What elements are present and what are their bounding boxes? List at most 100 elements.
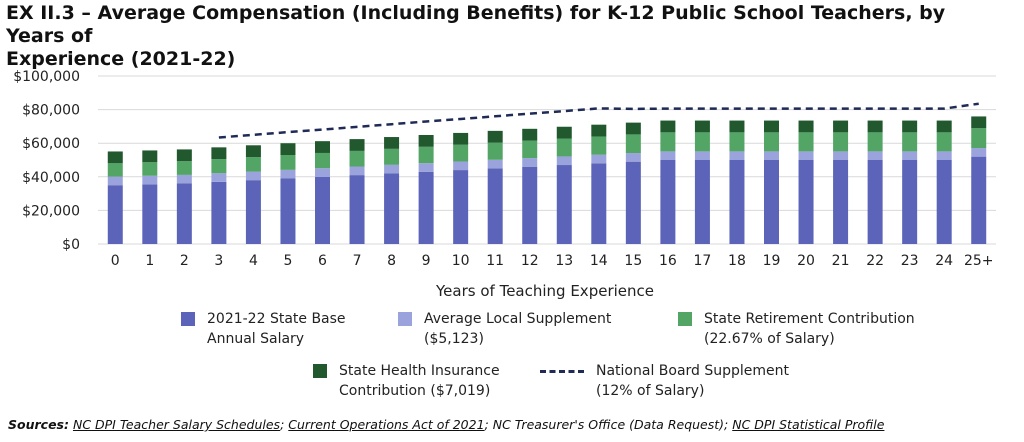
bar-segment-retirement bbox=[349, 150, 365, 167]
bar-segment-base-salary bbox=[556, 165, 572, 244]
bar-segment-retirement bbox=[522, 140, 538, 159]
bar-segment-local-supplement bbox=[798, 151, 814, 160]
bar-segment-local-supplement bbox=[867, 151, 883, 160]
bar-segment-health-insurance bbox=[798, 120, 814, 133]
bar-segment-local-supplement bbox=[902, 151, 918, 160]
bar-stack bbox=[798, 120, 814, 244]
bar-segment-health-insurance bbox=[176, 149, 192, 162]
bar-segment-local-supplement bbox=[211, 173, 227, 182]
bar-segment-retirement bbox=[107, 163, 123, 177]
y-tick-label: $80,000 bbox=[22, 103, 80, 119]
y-tick-label: $0 bbox=[62, 237, 80, 253]
bar-segment-base-salary bbox=[867, 160, 883, 244]
bar-segment-health-insurance bbox=[384, 137, 400, 149]
chart-title-line2: Experience (2021-22) bbox=[6, 48, 236, 70]
x-tick-label: 22 bbox=[866, 253, 884, 269]
bar-stack bbox=[211, 147, 227, 244]
bar-segment-retirement bbox=[176, 161, 192, 175]
y-tick-label: $40,000 bbox=[22, 170, 80, 186]
bar-segment-base-salary bbox=[487, 168, 503, 244]
bar-segment-local-supplement bbox=[384, 164, 400, 174]
source-link-statistical-profile[interactable]: NC DPI Statistical Profile bbox=[732, 417, 885, 432]
bar-segment-local-supplement bbox=[487, 159, 503, 169]
bar-segment-health-insurance bbox=[729, 120, 745, 133]
x-tick-label: 0 bbox=[111, 253, 120, 269]
bar-segment-health-insurance bbox=[142, 150, 158, 163]
x-tick-label: 5 bbox=[284, 253, 293, 269]
x-tick-label: 10 bbox=[452, 253, 470, 269]
bar-stack bbox=[833, 120, 849, 244]
bar-segment-health-insurance bbox=[556, 126, 572, 139]
bar-segment-local-supplement bbox=[971, 148, 987, 157]
bar-segment-health-insurance bbox=[833, 120, 849, 133]
x-tick-label: 7 bbox=[353, 253, 362, 269]
x-tick-label: 2 bbox=[180, 253, 189, 269]
bar-segment-local-supplement bbox=[936, 151, 952, 160]
bar-segment-local-supplement bbox=[522, 158, 538, 167]
sources-footnote: Sources: NC DPI Teacher Salary Schedules… bbox=[8, 417, 884, 432]
bar-segment-base-salary bbox=[107, 185, 123, 244]
bar-stack bbox=[867, 120, 883, 244]
bar-segment-base-salary bbox=[142, 184, 158, 244]
bar-segment-base-salary bbox=[591, 163, 607, 244]
y-tick-label: $20,000 bbox=[22, 203, 80, 219]
bar-segment-retirement bbox=[556, 138, 572, 157]
bar-stack bbox=[694, 120, 710, 244]
bar-segment-health-insurance bbox=[211, 147, 227, 160]
x-tick-label: 13 bbox=[555, 253, 573, 269]
bar-stack bbox=[764, 120, 779, 244]
x-tick-label: 4 bbox=[249, 253, 258, 269]
bar-segment-local-supplement bbox=[245, 171, 261, 181]
source-link-operations-act[interactable]: Current Operations Act of 2021 bbox=[288, 417, 485, 432]
bar-segment-local-supplement bbox=[625, 153, 641, 162]
bar-segment-retirement bbox=[487, 142, 503, 160]
bar-segment-base-salary bbox=[660, 160, 676, 244]
bar-segment-health-insurance bbox=[625, 122, 641, 135]
bar-segment-local-supplement bbox=[107, 176, 123, 186]
bar-segment-local-supplement bbox=[142, 175, 158, 185]
bar-stack bbox=[660, 120, 676, 244]
bar-segment-health-insurance bbox=[280, 143, 296, 156]
x-tick-label: 21 bbox=[832, 253, 850, 269]
bar-stack bbox=[107, 151, 123, 244]
bar-segment-base-salary bbox=[453, 170, 469, 244]
bar-segment-local-supplement bbox=[591, 154, 607, 164]
x-tick-label: 8 bbox=[387, 253, 396, 269]
bar-segment-local-supplement bbox=[349, 166, 365, 176]
grid-lines bbox=[98, 75, 996, 245]
bar-segment-base-salary bbox=[384, 173, 400, 244]
bar-segment-base-salary bbox=[936, 160, 952, 244]
x-tick-label: 16 bbox=[659, 253, 677, 269]
x-tick-label: 18 bbox=[728, 253, 746, 269]
bar-segment-retirement bbox=[729, 132, 745, 152]
bar-stack bbox=[591, 124, 607, 244]
source-link-salary-schedules[interactable]: NC DPI Teacher Salary Schedules bbox=[72, 417, 281, 432]
bar-segment-retirement bbox=[315, 152, 330, 169]
bar-segment-base-salary bbox=[315, 176, 330, 244]
bar-segment-retirement bbox=[971, 128, 987, 149]
bar-stack bbox=[349, 139, 365, 244]
x-tick-label: 14 bbox=[590, 253, 608, 269]
y-axis-tick-labels: $0 $20,000 $40,000 $60,000 $80,000 $100,000 bbox=[13, 69, 80, 253]
bar-stack bbox=[487, 130, 503, 244]
x-axis-tick-labels: 0 1 2 3 4 5 6 7 8 9 10 11 12 13 14 15 16 17 18 19 20 21 22 23 24… bbox=[111, 253, 994, 269]
compensation-chart: $0 $20,000 $40,000 $60,000 $80,000 $100,000 0… bbox=[13, 69, 996, 300]
bar-segment-base-salary bbox=[280, 178, 296, 244]
bar-segment-base-salary bbox=[833, 160, 849, 244]
x-tick-label: 19 bbox=[763, 253, 781, 269]
bar-stack bbox=[556, 126, 572, 244]
bar-segment-health-insurance bbox=[764, 120, 779, 133]
y-tick-label: $60,000 bbox=[22, 136, 80, 152]
bar-segment-health-insurance bbox=[315, 141, 330, 153]
chart-title-line1: EX II.3 – Average Compensation (Includin… bbox=[6, 2, 946, 47]
x-tick-label: 6 bbox=[318, 253, 327, 269]
bar-stack bbox=[453, 132, 469, 244]
bar-segment-base-salary bbox=[522, 166, 538, 244]
bar-segment-base-salary bbox=[729, 160, 745, 244]
source-separator-2: ; NC Treasurer's Office (Data Request); bbox=[484, 417, 729, 432]
x-tick-label: 12 bbox=[521, 253, 539, 269]
x-tick-label: 24 bbox=[935, 253, 953, 269]
bar-segment-retirement bbox=[453, 144, 469, 162]
bar-segment-retirement bbox=[660, 132, 676, 152]
bar-segment-local-supplement bbox=[453, 161, 469, 171]
